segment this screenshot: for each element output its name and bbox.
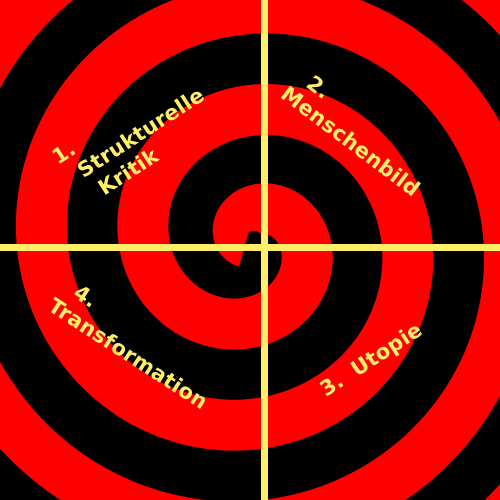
horizontal-axis-line	[0, 244, 500, 251]
